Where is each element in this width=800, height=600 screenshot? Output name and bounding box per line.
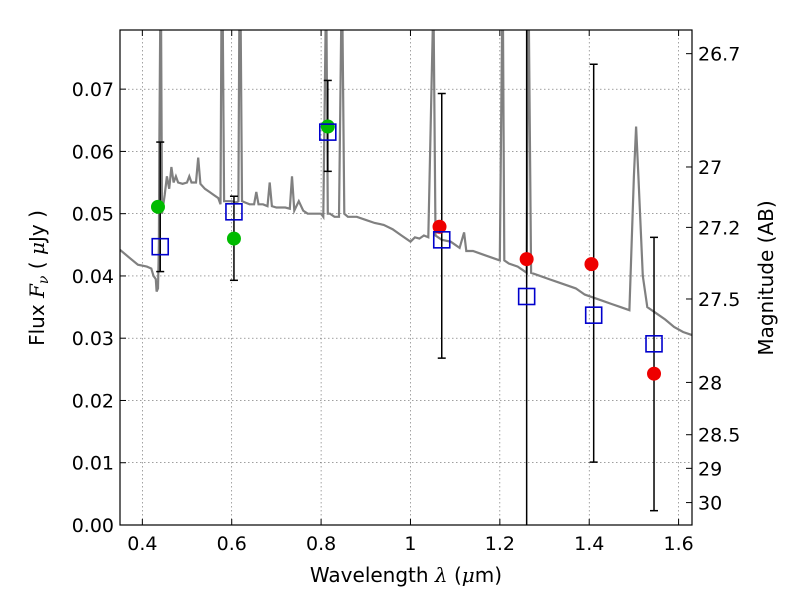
model-photometry-point bbox=[225, 203, 243, 221]
y2-tick-label: 27 bbox=[698, 157, 722, 179]
plot-frame bbox=[119, 29, 693, 526]
model-photometry-point bbox=[151, 237, 170, 256]
model-photometry-point bbox=[318, 123, 337, 141]
observed-point bbox=[432, 219, 447, 234]
y-tick-label: 0.01 bbox=[72, 453, 114, 475]
y-tick-label: 0.03 bbox=[72, 328, 114, 350]
observed-point bbox=[226, 231, 241, 246]
spectrum-line bbox=[120, 30, 692, 337]
y-tick-label: 0.07 bbox=[72, 79, 114, 101]
observed-point bbox=[519, 252, 534, 267]
y-axis-label: Flux Fν ( μJy ) bbox=[25, 210, 52, 346]
y-tick-label: 0.06 bbox=[72, 141, 114, 163]
y2-axis-ticks: 26.7 27 27.2 27.5 28 28.5 29 30 bbox=[686, 44, 740, 515]
model-photometry-point bbox=[645, 335, 663, 353]
x-tick-label: 0.8 bbox=[306, 533, 336, 555]
observed-point bbox=[584, 257, 599, 272]
y2-axis-label: Magnitude (AB) bbox=[754, 200, 778, 355]
model-photometry-point bbox=[584, 306, 603, 324]
y-tick-label: 0.00 bbox=[72, 515, 114, 537]
grid bbox=[120, 30, 692, 526]
y-tick-label: 0.05 bbox=[72, 204, 114, 226]
x-tick-label: 1 bbox=[404, 533, 416, 555]
model-photometry-point bbox=[517, 287, 536, 306]
x-tick-label: 0.4 bbox=[127, 533, 157, 555]
observed-point bbox=[320, 119, 335, 134]
x-tick-label: 1.2 bbox=[485, 533, 515, 555]
x-axis-label: Wavelength λ (μm) bbox=[310, 563, 502, 587]
y2-tick-label: 28 bbox=[698, 372, 722, 394]
observed-point bbox=[647, 366, 662, 381]
markers bbox=[150, 119, 663, 381]
y-tick-label: 0.04 bbox=[72, 266, 114, 288]
y-axis-ticks: 0.00 0.01 0.02 0.03 0.04 0.05 0.06 0.07 bbox=[72, 79, 126, 537]
x-tick-label: 1.6 bbox=[663, 533, 693, 555]
y-tick-label: 0.02 bbox=[72, 390, 114, 412]
y2-tick-label: 30 bbox=[698, 493, 722, 515]
x-tick-label: 1.4 bbox=[574, 533, 604, 555]
y2-tick-label: 28.5 bbox=[698, 425, 740, 447]
model-spectrum bbox=[120, 30, 692, 337]
y2-tick-label: 27.2 bbox=[698, 217, 740, 239]
model-photometry-point bbox=[432, 231, 451, 249]
y2-tick-label: 27.5 bbox=[698, 289, 740, 311]
x-tick-label: 0.6 bbox=[217, 533, 247, 555]
y2-tick-label: 26.7 bbox=[698, 44, 740, 66]
observed-point bbox=[150, 199, 165, 214]
x-axis-ticks: 0.4 0.6 0.8 1 1.2 1.4 1.6 bbox=[127, 30, 694, 555]
y2-tick-label: 29 bbox=[698, 458, 722, 480]
